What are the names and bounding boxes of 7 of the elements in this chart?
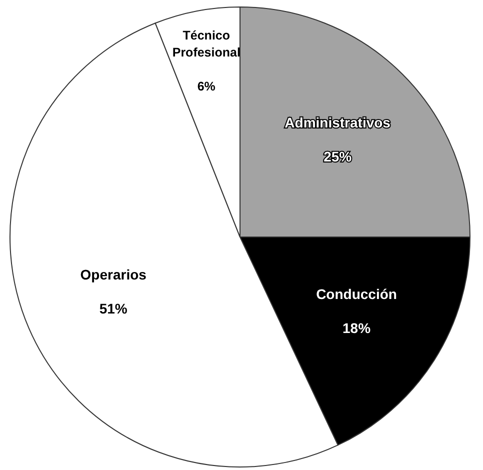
data-label: 51% bbox=[99, 300, 128, 317]
data-label: 18% bbox=[342, 320, 372, 336]
slice-label: Conducción bbox=[316, 286, 397, 302]
data-label: 6% bbox=[197, 80, 216, 94]
data-label: 25% bbox=[324, 148, 352, 164]
slice-label: Administrativos bbox=[284, 114, 391, 130]
slice-label: Operarios bbox=[80, 266, 147, 283]
